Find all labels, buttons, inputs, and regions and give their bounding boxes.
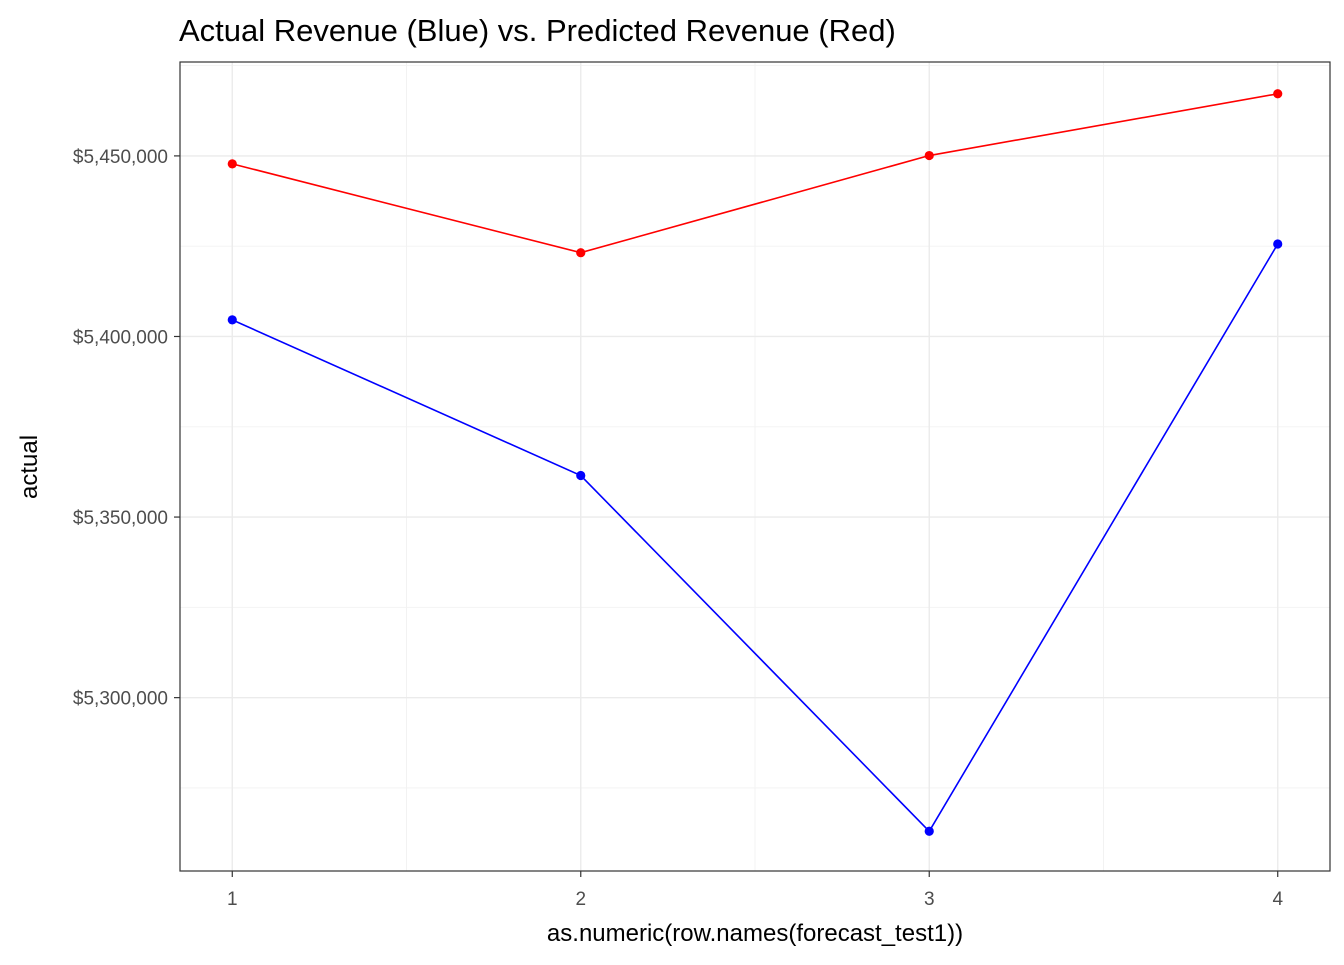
x-tick-label: 1 [227, 889, 238, 910]
series-1-point [1273, 239, 1283, 249]
y-tick-label: $5,300,000 [73, 689, 168, 710]
series-2-point [924, 150, 934, 161]
x-tick-label: 2 [575, 889, 586, 910]
panel-border [179, 61, 1331, 872]
y-tick-label: $5,450,000 [73, 147, 168, 168]
series-2-point [1273, 89, 1283, 99]
series-1-point [227, 315, 237, 325]
series-2-point [227, 159, 237, 169]
series-line-1 [231, 243, 1279, 833]
y-axis: $5,300,000 $5,350,000 $5,400,000 $5,450,000 [73, 147, 180, 710]
y-axis-title: actual [16, 435, 43, 499]
series-2-point [576, 248, 586, 258]
x-axis-title: as.numeric(row.names(forecast_test1)) [547, 920, 963, 947]
series-1-point [924, 826, 934, 836]
series-line-2 [232, 92, 1278, 254]
y-tick-label: $5,350,000 [73, 508, 168, 529]
y-tick-label: $5,400,000 [73, 327, 168, 348]
grid [180, 62, 1330, 871]
chart-title: Actual Revenue (Blue) vs. Predicted Reve… [179, 13, 896, 48]
x-axis: 1 2 3 4 [227, 871, 1283, 910]
series-1-point [576, 470, 586, 481]
series-layer [227, 89, 1283, 836]
x-tick-label: 4 [1272, 889, 1283, 910]
x-tick-label: 3 [924, 889, 935, 910]
